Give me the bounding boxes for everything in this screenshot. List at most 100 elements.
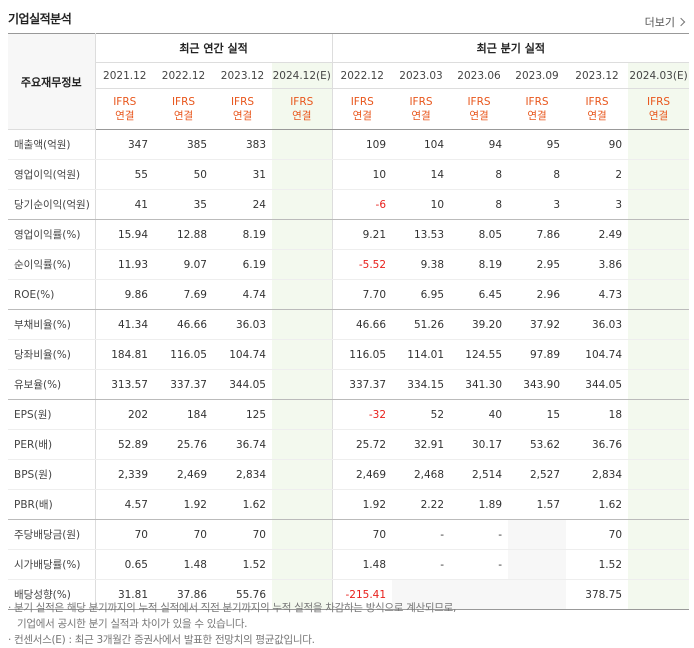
quarter-cell	[508, 579, 567, 610]
quarter-cell: 3.86	[566, 249, 629, 280]
quarter-cell: 1.92	[331, 489, 393, 520]
annual-cell: 70	[213, 519, 272, 550]
annual-cell: 25.76	[154, 429, 213, 460]
quarter-cell	[628, 429, 690, 460]
annual-cell: 8.19	[213, 219, 272, 250]
annual-cell	[272, 279, 333, 310]
period-header: 2024.03(E)	[628, 62, 690, 89]
quarter-cell	[628, 189, 690, 220]
row-label: 순이익률(%)	[8, 249, 96, 280]
annual-cell	[272, 579, 333, 610]
basis-consolidated-label: 연결	[115, 110, 135, 122]
period-header: 2023.12	[213, 62, 272, 89]
quarter-cell: 8	[450, 189, 509, 220]
annual-cell: 116.05	[154, 339, 213, 370]
annual-cell	[272, 369, 333, 400]
table-row: ROE(%) 9.86 7.69 4.74 7.70 6.95 6.45 2.96 4.73	[8, 279, 690, 310]
table-row: 당좌비율(%) 184.81 116.05 104.74 116.05 114.01 124…	[8, 339, 690, 370]
basis-ifrs-label: IFRS	[171, 96, 196, 108]
table-row: 영업이익률(%) 15.94 12.88 8.19 9.21 13.53 8.05 7.86 2…	[8, 219, 690, 250]
quarter-cell: 2,514	[450, 459, 509, 490]
quarter-cell: -32	[331, 399, 393, 430]
quarter-cell: 104	[392, 129, 451, 160]
section-title: 기업실적분석	[8, 12, 72, 26]
quarter-cell	[628, 369, 690, 400]
quarter-cell	[628, 249, 690, 280]
quarter-cell: 32.91	[392, 429, 451, 460]
quarter-cell: 4.73	[566, 279, 629, 310]
quarter-cell: 2.96	[508, 279, 567, 310]
basis-header: IFRS 연결	[331, 88, 393, 130]
annual-cell	[272, 249, 333, 280]
period-header: 2022.12	[154, 62, 213, 89]
quarter-cell: 51.26	[392, 309, 451, 340]
quarter-cell: 1.57	[508, 489, 567, 520]
annual-cell	[272, 489, 333, 520]
row-label: 배당성향(%)	[8, 579, 96, 610]
basis-header: IFRS 연결	[628, 88, 690, 130]
quarter-cell	[508, 549, 567, 580]
quarter-cell: 15	[508, 399, 567, 430]
basis-consolidated-label: 연결	[648, 110, 669, 122]
quarter-cell: 8	[450, 159, 509, 190]
quarter-cell: 9.38	[392, 249, 451, 280]
period-header: 2024.12(E)	[272, 62, 333, 89]
quarter-cell: 46.66	[331, 309, 393, 340]
period-header: 2023.12	[566, 62, 629, 89]
quarter-cell: 3	[508, 189, 567, 220]
annual-group-header: 최근 연간 실적	[95, 33, 333, 63]
quarter-cell: 8.19	[450, 249, 509, 280]
annual-cell: 35	[154, 189, 213, 220]
basis-header: IFRS 연결	[154, 88, 213, 130]
annual-cell: 41.34	[95, 309, 154, 340]
more-link[interactable]: 더보기	[645, 14, 686, 30]
quarter-cell: -5.52	[331, 249, 393, 280]
basis-ifrs-label: IFRS	[113, 96, 137, 108]
row-label: 당좌비율(%)	[8, 339, 96, 370]
quarter-cell	[628, 459, 690, 490]
quarter-cell: 343.90	[508, 369, 567, 400]
annual-cell: 2,339	[95, 459, 154, 490]
table-row: 당기순이익(억원) 41 35 24 -6 10 8 3 3	[8, 189, 690, 220]
quarter-cell: 2,469	[331, 459, 393, 490]
basis-consolidated-label: 연결	[469, 110, 489, 122]
basis-consolidated-label: 연결	[232, 110, 253, 122]
annual-cell: 24	[213, 189, 272, 220]
annual-cell: 41	[95, 189, 154, 220]
annual-cell: 125	[213, 399, 272, 430]
annual-cell: 2,469	[154, 459, 213, 490]
annual-cell	[272, 309, 333, 340]
annual-cell: 70	[95, 519, 154, 550]
basis-ifrs-label: IFRS	[290, 96, 314, 108]
quarter-cell: 18	[566, 399, 629, 430]
basis-ifrs-label: IFRS	[525, 96, 549, 108]
row-label: 당기순이익(억원)	[8, 189, 96, 220]
quarter-cell: 95	[508, 129, 567, 160]
row-label: 시가배당률(%)	[8, 549, 96, 580]
basis-consolidated-label: 연결	[173, 110, 194, 122]
quarter-cell: 2.95	[508, 249, 567, 280]
annual-cell: 7.69	[154, 279, 213, 310]
table-row: PER(배) 52.89 25.76 36.74 25.72 32.91 30.17 53.6…	[8, 429, 690, 460]
quarter-cell: 2	[566, 159, 629, 190]
quarter-cell: -	[392, 549, 451, 580]
quarter-cell: 341.30	[450, 369, 509, 400]
basis-consolidated-label: 연결	[352, 110, 372, 122]
annual-cell: 1.62	[213, 489, 272, 520]
row-label: 주당배당금(원)	[8, 519, 96, 550]
quarter-cell: -	[450, 549, 509, 580]
annual-cell: 1.48	[154, 549, 213, 580]
annual-cell	[272, 189, 333, 220]
table-row: 유보율(%) 313.57 337.37 344.05 337.37 334.15 341.…	[8, 369, 690, 400]
annual-cell: 36.03	[213, 309, 272, 340]
quarter-cell	[628, 519, 690, 550]
quarter-cell: -6	[331, 189, 393, 220]
annual-cell: 52.89	[95, 429, 154, 460]
row-label: BPS(원)	[8, 459, 96, 490]
table-row: 시가배당률(%) 0.65 1.48 1.52 1.48- -1.52	[8, 549, 690, 580]
annual-cell: 337.37	[154, 369, 213, 400]
quarter-cell: 14	[392, 159, 451, 190]
annual-cell	[272, 339, 333, 370]
table-row: PBR(배) 4.57 1.92 1.62 1.92 2.22 1.89 1.57 1.62	[8, 489, 690, 520]
